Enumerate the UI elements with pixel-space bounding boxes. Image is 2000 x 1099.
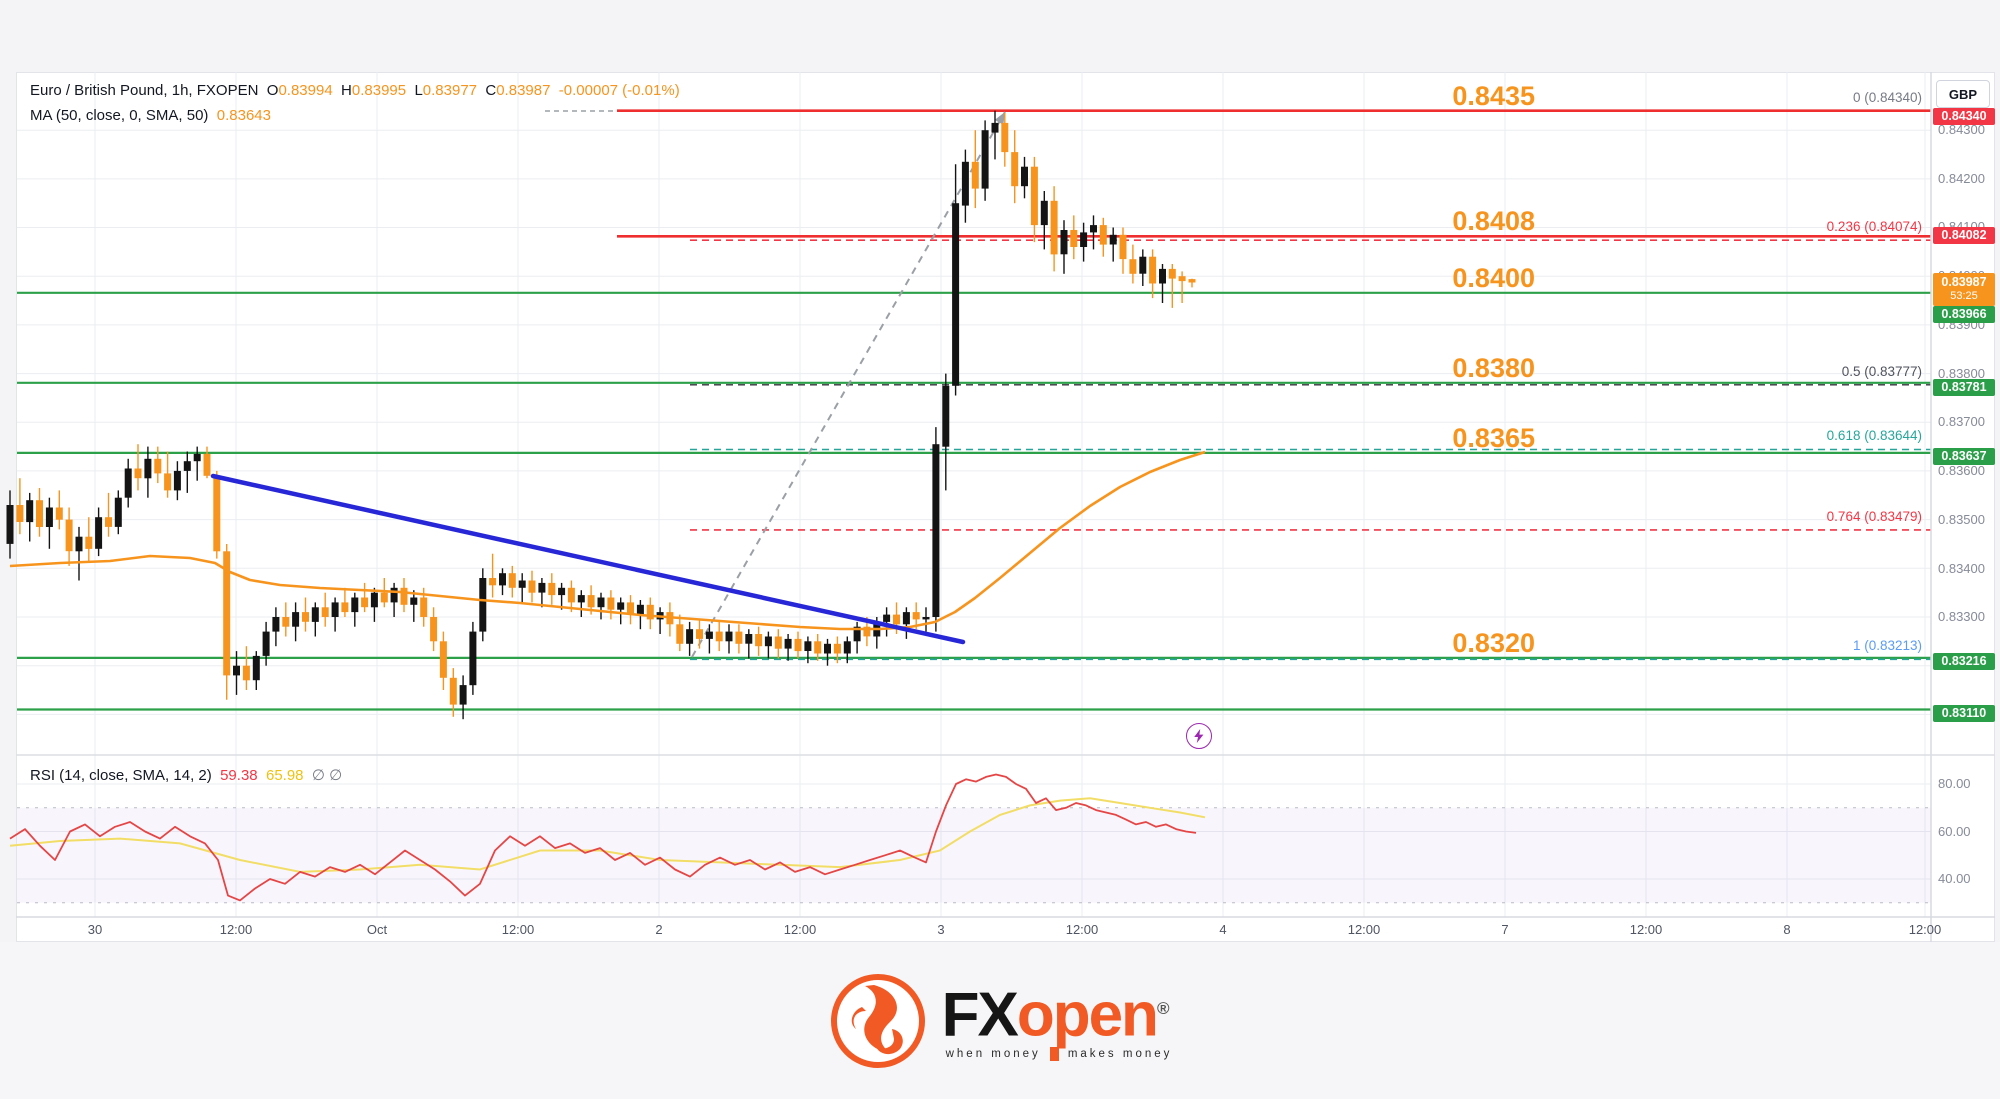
tagline-right: makes money	[1067, 1047, 1173, 1060]
candles	[6, 110, 1196, 720]
brand-tagline: when money makes money	[945, 1046, 1173, 1061]
pane-borders	[16, 72, 1995, 942]
brand-fx: FX	[941, 980, 1019, 1050]
rsi-band	[17, 807, 1931, 903]
fxopen-logo: FXopen® when money makes money	[828, 971, 1173, 1071]
rsi-line[interactable]	[9, 773, 1197, 902]
registered-mark: ®	[1156, 999, 1170, 1019]
ma50-line[interactable]	[9, 450, 1206, 631]
footer-brand-bar: FXopen® when money makes money	[0, 942, 2000, 1099]
impulse-arrow[interactable]	[691, 111, 1006, 658]
grid	[17, 72, 1931, 917]
descending-trendline[interactable]	[210, 473, 966, 645]
tagline-left: when money	[945, 1047, 1041, 1060]
currency-button[interactable]: GBP	[1936, 80, 1990, 108]
tagline-square-icon	[1049, 1046, 1059, 1061]
brand-open: open	[1016, 980, 1159, 1050]
fxopen-emblem-icon	[830, 973, 925, 1068]
brand-wordmark: FXopen®	[942, 980, 1173, 1046]
level-lines	[17, 109, 1931, 711]
lightning-icon[interactable]	[1186, 723, 1212, 749]
rsi-ma-line[interactable]	[9, 797, 1206, 873]
